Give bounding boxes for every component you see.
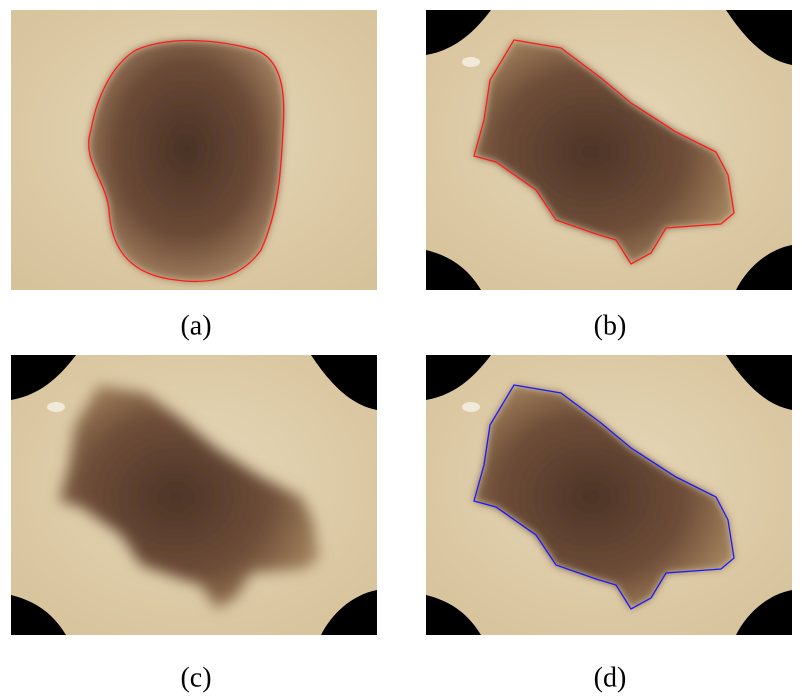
panel-c [11,355,377,635]
caption: (b) [594,310,627,341]
panel-a [11,10,377,290]
figure: (a) (b) (c) (d) [0,0,802,700]
caption: (a) [180,310,211,341]
panel-b [426,10,792,290]
caption: (c) [180,662,211,693]
caption: (d) [594,662,627,693]
page: (a) (b) (c) (d) (() => { const data = JS… [0,0,802,700]
panel-d [426,355,792,635]
